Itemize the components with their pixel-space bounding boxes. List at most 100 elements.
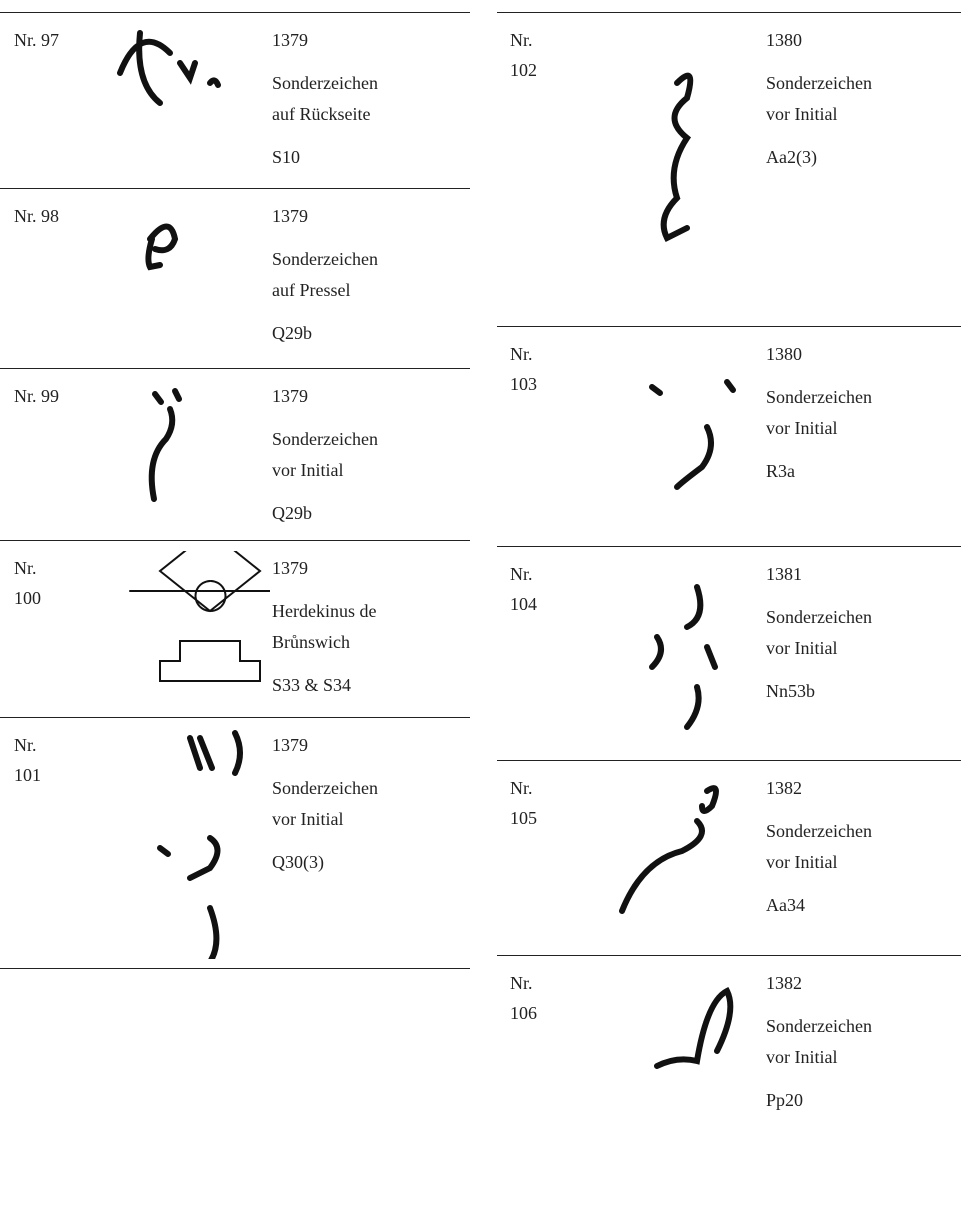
entry-description-line: Herdekinus de — [272, 601, 377, 621]
entry-number-line: Nr. — [510, 778, 533, 798]
sign-image — [157, 730, 243, 959]
entry-code: Nn53b — [766, 681, 815, 701]
entry-description-line: Sonderzeichen — [766, 387, 872, 407]
entry-code: Pp20 — [766, 1090, 804, 1110]
entry-code: Aa2(3) — [766, 147, 817, 167]
sign-image — [660, 72, 694, 243]
entry-number-line: Nr. — [14, 558, 37, 578]
entry-text: 1379 Sonderzeichen vor Initial Q30(3) — [272, 730, 378, 878]
entry-description-line: Sonderzeichen — [766, 1016, 872, 1036]
entry-description: Herdekinus de Brůnswich — [272, 596, 376, 658]
entry-year: 1380 — [766, 30, 802, 50]
entry-year: 1379 — [272, 386, 308, 406]
entry-description-line: Sonderzeichen — [272, 778, 378, 798]
entry-description-line: Sonderzeichen — [766, 821, 872, 841]
entry-description-line: vor Initial — [766, 852, 838, 872]
entry: Nr. 103 1380 Sonderzeichen vor Initial R3a — [497, 326, 961, 547]
entry-number-line: Nr. — [510, 973, 533, 993]
sign-image — [649, 584, 718, 730]
entry-number: Nr. 98 — [14, 201, 59, 231]
entry-number-line: 101 — [14, 765, 41, 785]
entry: Nr. 98 1379 Sonderzeichen auf Pressel Q29b — [0, 188, 470, 369]
entry-code: R3a — [766, 461, 795, 481]
entry-description-line: Sonderzeichen — [766, 73, 872, 93]
entry: Nr. 102 1380 Sonderzeichen vor Initial Aa2(3) — [497, 12, 961, 327]
entry-description-line: auf Rückseite — [272, 104, 371, 124]
entry-description-line: vor Initial — [766, 1047, 838, 1067]
entry: Nr. 105 1382 Sonderzeichen vor Initial Aa34 — [497, 760, 961, 956]
entry-description-line: auf Pressel — [272, 280, 351, 300]
entry-code: Q29b — [272, 503, 312, 523]
entry-code: Q29b — [272, 323, 312, 343]
entry-code: S33 & S34 — [272, 675, 352, 695]
entry-number-line: Nr. — [14, 735, 37, 755]
entry-number-line: Nr. 97 — [14, 30, 59, 50]
entry-description: Sonderzeichen auf Pressel — [272, 244, 378, 306]
entry: Nr. 104 1381 Sonderzeichen vor Initial Nn53b — [497, 546, 961, 761]
sign-image — [129, 551, 270, 682]
entry-number: Nr. 97 — [14, 25, 59, 55]
sign-image — [145, 223, 179, 271]
entry-code: Aa34 — [766, 895, 805, 915]
entry: Nr. 99 1379 Sonderzeichen vor Initial Q29b — [0, 368, 470, 541]
entry-description-line: Sonderzeichen — [766, 607, 872, 627]
entry-description-line: Brůnswich — [272, 632, 350, 652]
entry-code: S10 — [272, 147, 301, 167]
entry-description-line: vor Initial — [272, 809, 344, 829]
entry-year: 1379 — [272, 30, 308, 50]
entry-year: 1379 — [272, 735, 308, 755]
entry-number-line: Nr. — [510, 30, 533, 50]
entry-number-line: 106 — [510, 1003, 537, 1023]
entry-text: 1379 Sonderzeichen auf Pressel Q29b — [272, 201, 378, 349]
entry-text: 1380 Sonderzeichen vor Initial Aa2(3) — [766, 25, 872, 173]
entry-text: 1381 Sonderzeichen vor Initial Nn53b — [766, 559, 872, 707]
entry-description-line: vor Initial — [766, 638, 838, 658]
entry-number-line: 103 — [510, 374, 537, 394]
entry-text: 1382 Sonderzeichen vor Initial Aa34 — [766, 773, 872, 921]
entry: Nr. 101 1379 Sonderzeichen vor Initial Q30(3) — [0, 717, 470, 969]
entry-text: 1379 Sonderzeichen auf Rückseite S10 — [272, 25, 378, 173]
sign-image — [148, 388, 182, 502]
entry-number: Nr. 102 — [510, 25, 537, 85]
entry-year: 1379 — [272, 558, 308, 578]
entry-description: Sonderzeichen vor Initial — [766, 816, 872, 878]
entry-number: Nr. 100 — [14, 553, 41, 613]
entry-description: Sonderzeichen auf Rückseite — [272, 68, 378, 130]
entry-number: Nr. 99 — [14, 381, 59, 411]
entry-year: 1382 — [766, 778, 802, 798]
entry: Nr. 97 1379 Sonderzeichen auf Rückseite S10 — [0, 12, 470, 189]
entry-description: Sonderzeichen vor Initial — [766, 68, 872, 130]
entry-number: Nr. 106 — [510, 968, 537, 1028]
entry-number-line: Nr. 98 — [14, 206, 59, 226]
entry-text: 1379 Herdekinus de Brůnswich S33 & S34 — [272, 553, 376, 701]
entry-number-line: 105 — [510, 808, 537, 828]
entry: Nr. 106 1382 Sonderzeichen vor Initial Pp20 — [497, 955, 961, 1228]
entry-year: 1381 — [766, 564, 802, 584]
entry-number: Nr. 105 — [510, 773, 537, 833]
entry-year: 1379 — [272, 206, 308, 226]
entry-description: Sonderzeichen vor Initial — [766, 1011, 872, 1073]
sign-image — [649, 379, 736, 490]
entry-description: Sonderzeichen vor Initial — [766, 602, 872, 664]
entry-number-line: 102 — [510, 60, 537, 80]
entry-number-line: 104 — [510, 594, 537, 614]
entry-description: Sonderzeichen vor Initial — [766, 382, 872, 444]
entry-number-line: Nr. 99 — [14, 386, 59, 406]
entry-description-line: Sonderzeichen — [272, 73, 378, 93]
entry-number-line: Nr. — [510, 564, 533, 584]
entry-text: 1382 Sonderzeichen vor Initial Pp20 — [766, 968, 872, 1116]
entry-number-line: Nr. — [510, 344, 533, 364]
entry-description: Sonderzeichen vor Initial — [272, 424, 378, 486]
sign-image — [654, 986, 734, 1069]
entry-code: Q30(3) — [272, 852, 324, 872]
sign-image — [619, 785, 719, 914]
entry-year: 1380 — [766, 344, 802, 364]
entry-description-line: vor Initial — [272, 460, 344, 480]
entry-text: 1380 Sonderzeichen vor Initial R3a — [766, 339, 872, 487]
entry-text: 1379 Sonderzeichen vor Initial Q29b — [272, 381, 378, 529]
entry-description-line: vor Initial — [766, 104, 838, 124]
sign-image — [117, 30, 221, 106]
rule — [0, 968, 470, 969]
entry: Nr. 100 1379 Herdekinus de Brůnswich S33 & S3… — [0, 540, 470, 718]
